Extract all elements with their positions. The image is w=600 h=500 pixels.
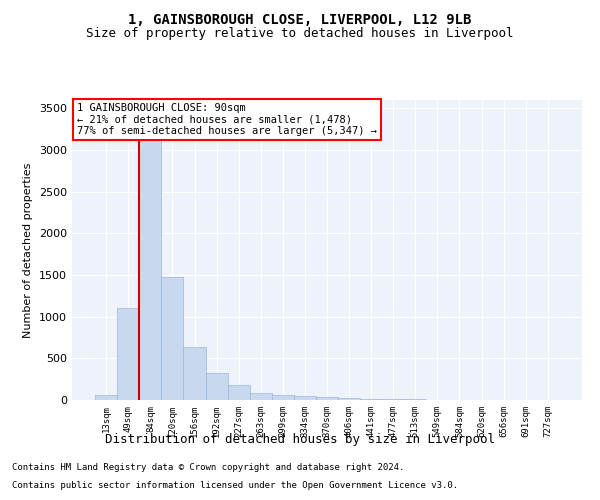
Bar [360, 398, 382, 400]
Bar [184, 346, 206, 400]
Bar [316, 396, 338, 400]
Text: 1, GAINSBOROUGH CLOSE, LIVERPOOL, L12 9LB: 1, GAINSBOROUGH CLOSE, LIVERPOOL, L12 9L… [128, 12, 472, 26]
Text: 1 GAINSBOROUGH CLOSE: 90sqm
← 21% of detached houses are smaller (1,478)
77% of : 1 GAINSBOROUGH CLOSE: 90sqm ← 21% of det… [77, 103, 377, 136]
Bar [227, 386, 250, 400]
Text: Contains public sector information licensed under the Open Government Licence v3: Contains public sector information licen… [12, 481, 458, 490]
Bar [117, 308, 139, 400]
Bar [161, 276, 184, 400]
Bar [338, 398, 360, 400]
Text: Size of property relative to detached houses in Liverpool: Size of property relative to detached ho… [86, 28, 514, 40]
Y-axis label: Number of detached properties: Number of detached properties [23, 162, 34, 338]
Text: Contains HM Land Registry data © Crown copyright and database right 2024.: Contains HM Land Registry data © Crown c… [12, 464, 404, 472]
Bar [294, 396, 316, 400]
Bar [95, 396, 117, 400]
Bar [272, 394, 294, 400]
Bar [250, 392, 272, 400]
Bar [206, 372, 227, 400]
Bar [139, 125, 161, 400]
Text: Distribution of detached houses by size in Liverpool: Distribution of detached houses by size … [105, 432, 495, 446]
Bar [382, 399, 404, 400]
